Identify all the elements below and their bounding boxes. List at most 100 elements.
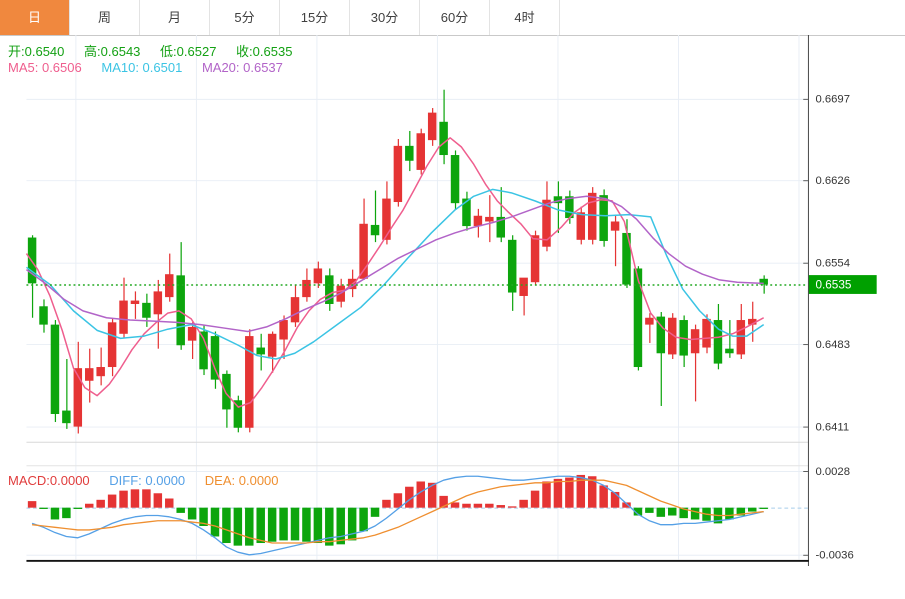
candle [370, 190, 380, 243]
macd-tick-label: 0.0028 [815, 466, 850, 478]
candle [50, 320, 60, 423]
macd-bar [153, 493, 163, 508]
candle [222, 370, 231, 428]
macd-bar [165, 498, 174, 508]
candle [496, 187, 506, 243]
candle [702, 314, 711, 354]
candle [256, 333, 265, 371]
candle [645, 313, 654, 343]
macd-bar [759, 507, 768, 509]
macd-info-row: MACD:0.0000 DIFF: 0.0000 DEA: 0.0000 [8, 473, 295, 488]
tab-timeframe-6[interactable]: 60分 [420, 0, 490, 35]
candle [679, 315, 688, 368]
macd-bar [382, 499, 391, 508]
candle [290, 284, 300, 327]
candle [507, 235, 517, 311]
tab-timeframe-3[interactable]: 5分 [210, 0, 280, 35]
candle [519, 277, 528, 316]
macd-bar [450, 502, 460, 508]
macd-bar [416, 481, 425, 508]
macd-bar [427, 482, 437, 508]
macd-bar [176, 507, 185, 513]
macd-bar [359, 507, 368, 532]
candle [313, 261, 323, 288]
macd-bar [633, 507, 643, 516]
tab-timeframe-5[interactable]: 30分 [350, 0, 420, 35]
macd-bar [142, 489, 151, 508]
tab-timeframe-2[interactable]: 月 [140, 0, 210, 35]
candle [130, 291, 140, 319]
macd-bar [610, 491, 620, 508]
ma10-line [25, 188, 765, 360]
macd-tick-label: -0.0036 [815, 550, 853, 562]
candle [439, 89, 448, 165]
candle [610, 214, 620, 267]
tab-timeframe-4[interactable]: 15分 [280, 0, 350, 35]
chart-canvas-wrap: 0.6535 0.6697 0.6626 0.6554 0.6483 0.6411 0.00… [0, 35, 905, 599]
macd-bar [645, 507, 654, 513]
macd-bar [187, 507, 197, 520]
macd-bar [73, 507, 83, 509]
macd-bar [119, 490, 128, 508]
candle [690, 324, 700, 402]
candle [450, 150, 460, 211]
candle [267, 331, 277, 373]
candle [325, 268, 334, 311]
macd-bar [130, 489, 140, 508]
ma20-value: MA20: 0.6537 [201, 60, 283, 75]
candle [359, 198, 368, 280]
candle [107, 318, 117, 377]
candle [233, 395, 243, 433]
macd-value: MACD:0.0000 [8, 473, 90, 488]
macd-bar [393, 493, 403, 508]
candle [553, 181, 563, 233]
current-price-layer: 0.6535 [26, 275, 877, 294]
candle [119, 277, 128, 339]
candle [759, 275, 768, 294]
macd-bar [725, 507, 734, 520]
tab-timeframe-1[interactable]: 周 [70, 0, 140, 35]
ohlc-info-row: 开:0.6540 高:0.6543 低:0.6527 收:0.6535 [8, 41, 308, 60]
ma20-line [25, 195, 764, 333]
candle [725, 320, 734, 358]
macd-bar [748, 507, 757, 512]
candle [165, 253, 174, 302]
tab-timeframe-7[interactable]: 4时 [490, 0, 560, 35]
macd-bar [199, 507, 208, 526]
macd-bar [622, 502, 631, 508]
macd-bar [473, 503, 483, 508]
macd-bar [27, 501, 37, 508]
macd-bar [565, 477, 574, 508]
candle [748, 301, 757, 342]
dea-value: DEA: 0.0000 [204, 473, 279, 488]
diff-line [31, 475, 764, 556]
candle [85, 348, 94, 403]
candle [302, 268, 311, 302]
chart-canvas[interactable]: 0.6535 0.6697 0.6626 0.6554 0.6483 0.6411 0.00… [0, 35, 905, 599]
candle [668, 313, 677, 359]
diff-value: DIFF: 0.0000 [109, 473, 186, 488]
close-value: 收:0.6535 [236, 44, 293, 59]
macd-bar [313, 507, 323, 544]
price-tick-label: 0.6697 [815, 94, 850, 106]
candle [736, 303, 746, 359]
candle [187, 322, 197, 359]
candle [153, 279, 163, 349]
candle [39, 299, 48, 333]
dea-line [32, 479, 764, 544]
macd-bar [530, 490, 540, 508]
macd-bar [668, 507, 677, 516]
macd-bar [279, 507, 288, 541]
tab-timeframe-0[interactable]: 日 [0, 0, 70, 35]
candle [485, 195, 494, 243]
high-value: 高:0.6543 [84, 44, 141, 59]
macd-bar [553, 478, 563, 508]
macd-bar [496, 505, 506, 508]
macd-bar [690, 507, 700, 520]
low-value: 低:0.6527 [160, 44, 217, 59]
current-price-label: 0.6535 [815, 279, 851, 292]
macd-bar [210, 507, 220, 537]
price-tick-label: 0.6626 [815, 175, 850, 187]
timeframe-tabbar: 日周月 5分 15分 30分 60分 4时 [0, 0, 905, 36]
candle [142, 293, 151, 327]
